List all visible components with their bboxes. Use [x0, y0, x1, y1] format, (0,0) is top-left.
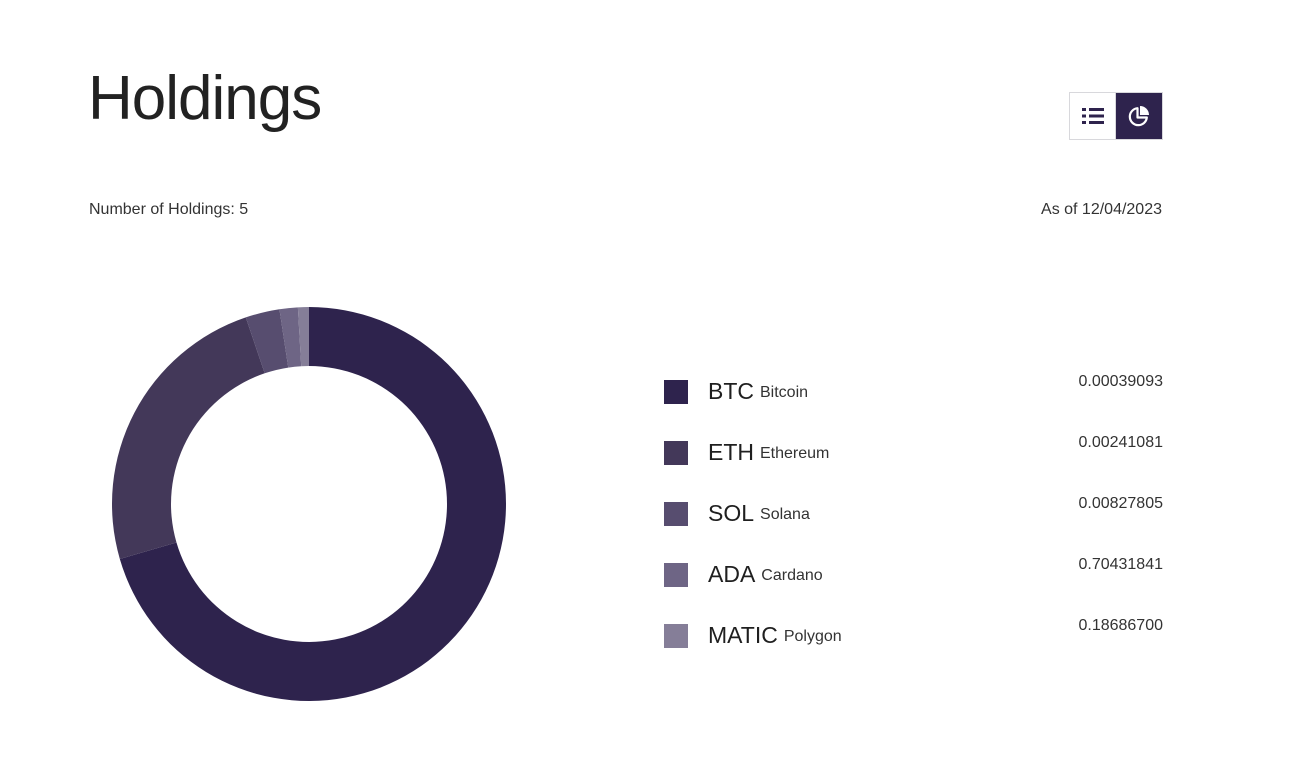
legend-row-sol: SOL Solana 0.00827805: [664, 483, 1163, 544]
holdings-count: Number of Holdings: 5: [89, 201, 249, 218]
donut-slice-sol[interactable]: [245, 309, 289, 374]
ada-amount: 0.70431841: [1078, 556, 1163, 573]
sol-name: Solana: [760, 506, 810, 523]
ada-symbol: ADA: [708, 561, 756, 587]
sol-swatch: [664, 501, 688, 526]
donut-slice-ada[interactable]: [279, 307, 302, 368]
matic-name: Polygon: [783, 628, 842, 645]
ada-swatch: [664, 562, 688, 587]
btc-symbol: BTC: [708, 378, 754, 404]
donut-slice-matic[interactable]: [297, 307, 309, 367]
page-title: Holdings: [88, 64, 322, 133]
sol-symbol: SOL: [708, 500, 755, 526]
btc-amount: 0.00039093: [1078, 373, 1163, 390]
view-toggle: [1069, 92, 1163, 140]
btc-swatch: [664, 379, 688, 404]
as-of-date: As of 12/04/2023: [1041, 201, 1162, 218]
donut-svg: [112, 307, 507, 701]
legend-row-btc: BTC Bitcoin 0.00039093: [664, 361, 1163, 422]
legend-row-ada: ADA Cardano 0.70431841: [664, 544, 1163, 605]
sol-amount: 0.00827805: [1078, 495, 1163, 512]
donut-slice-eth[interactable]: [112, 317, 265, 559]
pie-chart-icon: [1128, 106, 1149, 127]
list-view-button[interactable]: [1070, 93, 1116, 139]
matic-swatch: [664, 623, 688, 648]
chart-view-button[interactable]: [1116, 93, 1162, 139]
eth-swatch: [664, 440, 688, 465]
matic-amount: 0.18686700: [1078, 617, 1163, 634]
holdings-donut-chart: [110, 305, 508, 703]
btc-name: Bitcoin: [760, 384, 809, 401]
legend-row-matic: MATIC Polygon 0.18686700: [664, 605, 1163, 666]
matic-symbol: MATIC: [708, 622, 778, 648]
list-icon: [1081, 108, 1104, 124]
eth-name: Ethereum: [760, 445, 830, 462]
donut-slice-btc[interactable]: [119, 307, 507, 701]
eth-amount: 0.00241081: [1078, 434, 1163, 451]
eth-symbol: ETH: [708, 439, 754, 465]
holdings-legend: BTC Bitcoin 0.00039093 ETH Ethereum 0.00…: [664, 361, 1163, 666]
ada-name: Cardano: [761, 567, 823, 584]
legend-row-eth: ETH Ethereum 0.00241081: [664, 422, 1163, 483]
